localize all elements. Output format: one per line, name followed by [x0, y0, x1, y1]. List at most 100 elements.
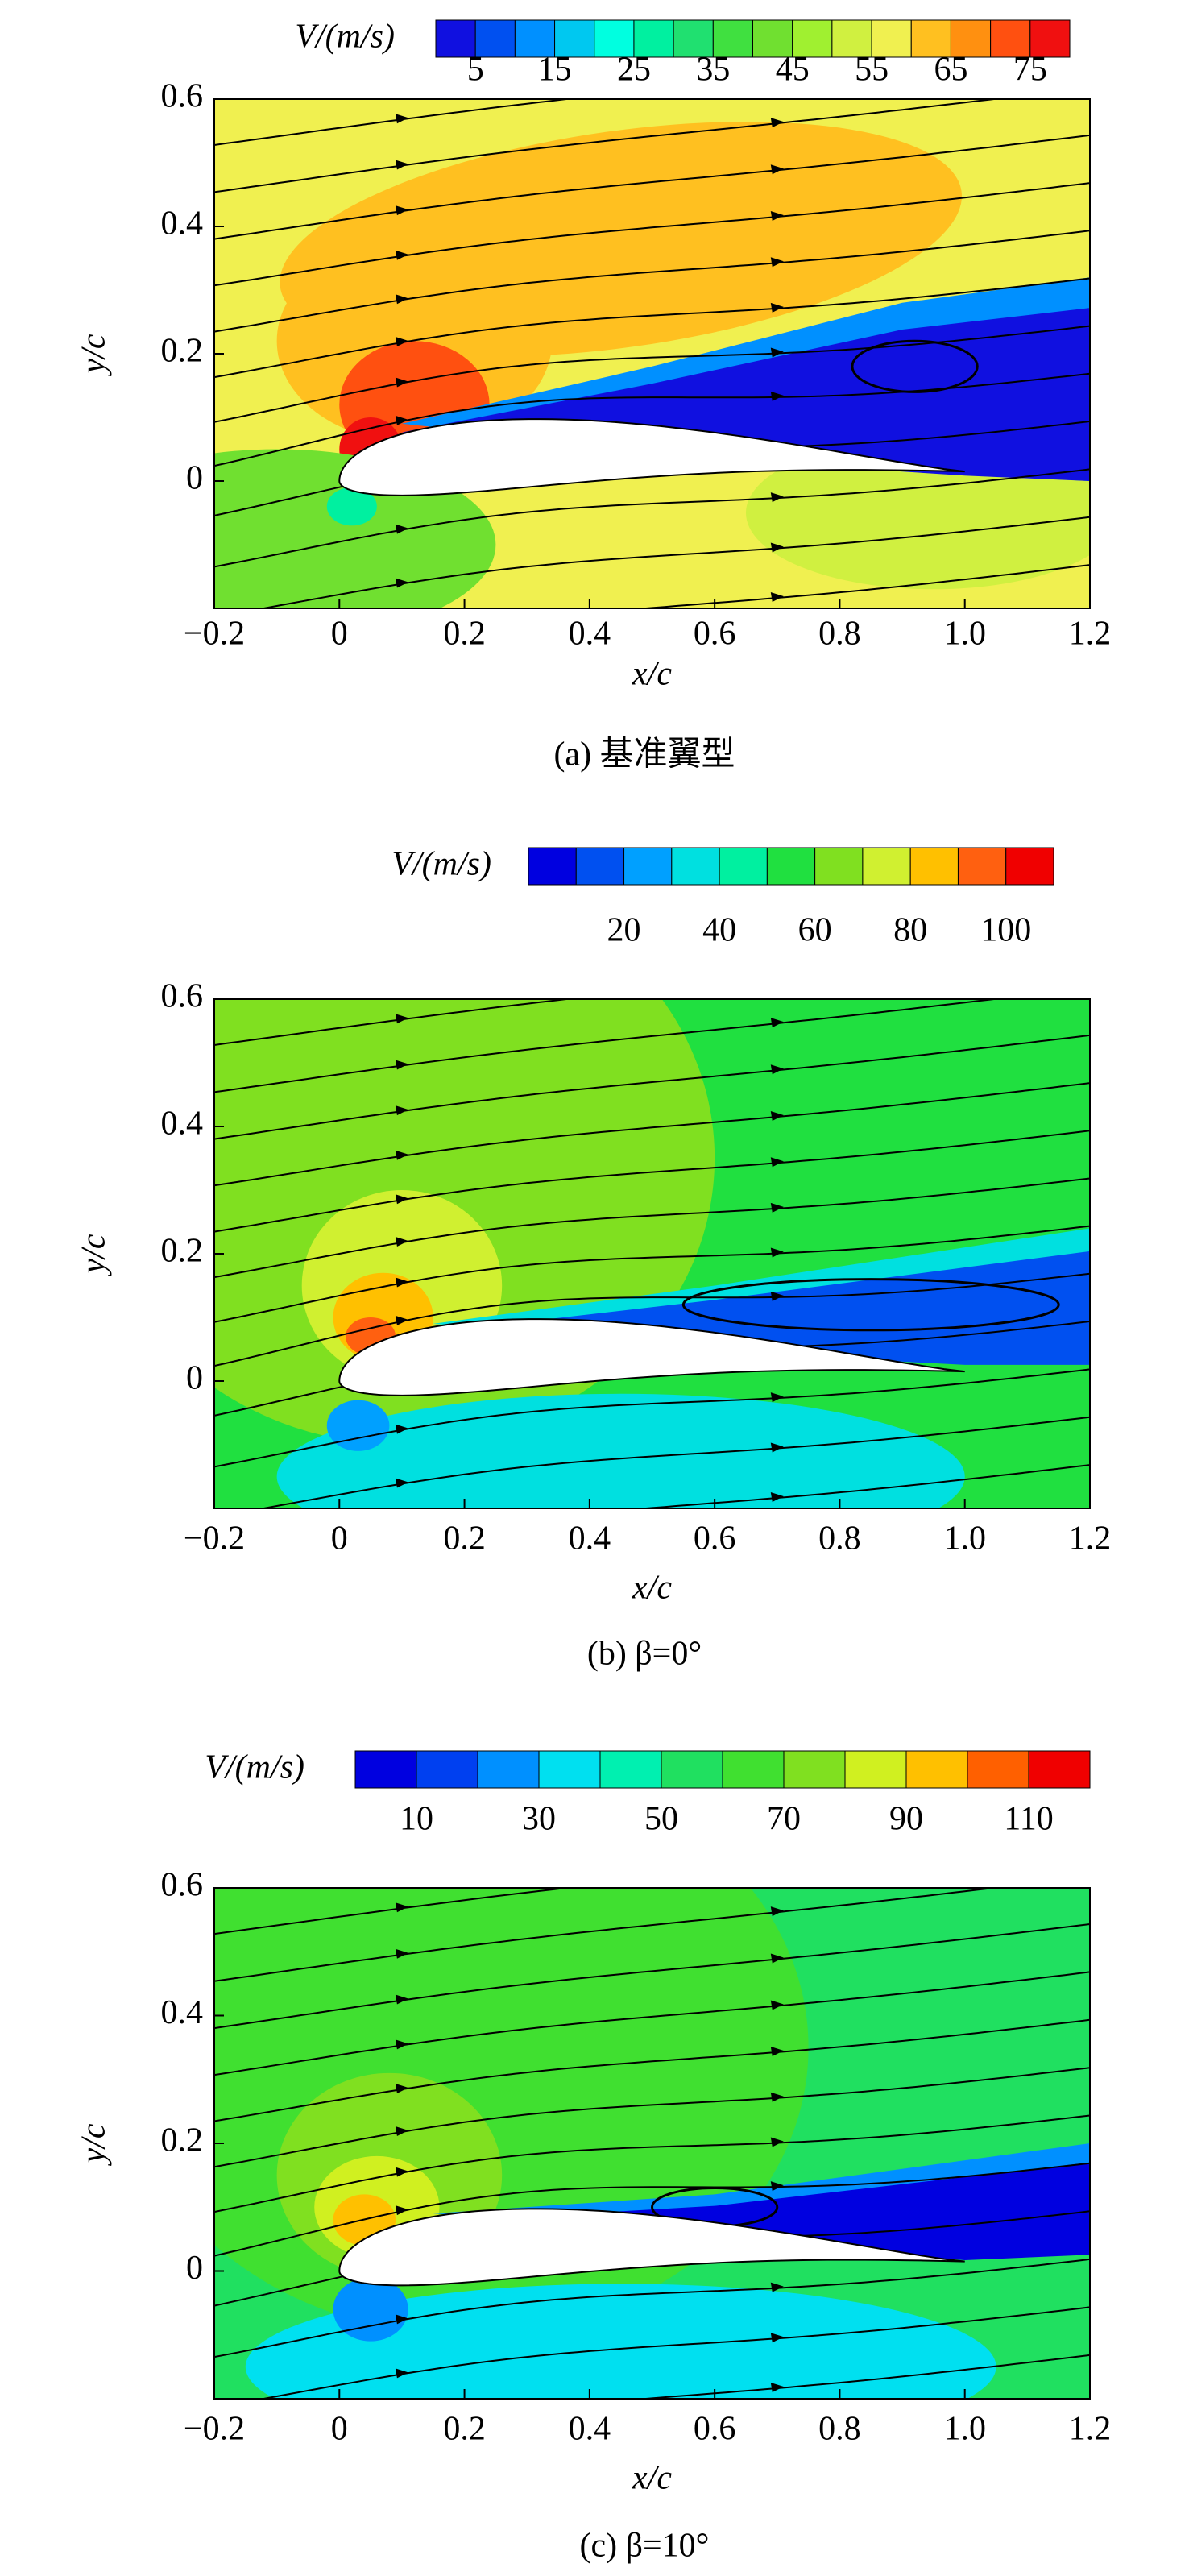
streamline-arrow — [395, 294, 408, 305]
streamline-arrow — [395, 578, 408, 588]
streamline-arrow — [770, 391, 784, 401]
streamline-arrow — [771, 691, 784, 700]
y-tick-label: 0.6 — [161, 978, 204, 1015]
y-axis-label: y/c — [76, 334, 113, 376]
colorbar-tick-label: 25 — [617, 52, 651, 89]
colorbar-label: V/(m/s) — [392, 846, 491, 883]
field-region — [245, 2284, 996, 2399]
streamline-arrow — [395, 377, 408, 388]
streamline-arrow — [396, 630, 408, 640]
streamline-arrow — [770, 2333, 784, 2343]
colorbar-tick-label: 20 — [607, 912, 641, 949]
streamline-arrow — [770, 1202, 784, 1213]
streamline — [214, 1888, 1000, 1982]
streamline-arrow — [770, 2181, 784, 2192]
streamline-arrow — [396, 967, 408, 977]
colorbar-swatch — [1005, 847, 1054, 886]
streamline-arrow — [395, 1060, 408, 1070]
streamline-arrow — [395, 524, 408, 534]
colorbar-swatch — [905, 1750, 968, 1789]
streamline-arrow — [771, 923, 784, 933]
streamline-arrow — [771, 1591, 784, 1600]
colorbar-swatch — [909, 847, 959, 886]
colorbar-tick-label: 110 — [1004, 1801, 1053, 1838]
streamline-arrow — [771, 971, 784, 981]
streamline-arrow — [396, 682, 408, 691]
y-tick-label: 0.4 — [161, 1994, 204, 2031]
colorbar-tick-label: 100 — [980, 912, 1031, 949]
streamline-arrow — [770, 492, 784, 503]
streamline — [214, 99, 574, 146]
streamline-arrow — [396, 1856, 408, 1865]
streamline-arrow — [395, 336, 408, 346]
colorbar-tick-label: 75 — [1013, 52, 1047, 89]
streamline-arrow — [395, 2039, 408, 2050]
streamline-arrow — [395, 1424, 408, 1434]
colorbar-swatch — [712, 19, 753, 58]
streamline-arrow — [395, 1277, 408, 1288]
streamline-arrow — [770, 592, 784, 603]
streamline — [214, 468, 1090, 568]
streamline — [214, 182, 1090, 287]
streamline-arrow — [395, 114, 408, 124]
colorbar-swatch — [844, 1750, 907, 1789]
colorbar-swatch — [950, 19, 992, 58]
colorbar-tick-label: 35 — [696, 52, 730, 89]
y-tick-label: 0.6 — [161, 1867, 204, 1904]
colorbar-swatch — [474, 19, 516, 58]
colorbar-swatch — [594, 19, 635, 58]
x-tick-label: 0.2 — [443, 616, 486, 653]
streamline — [214, 1225, 1090, 1323]
colorbar-swatch — [722, 1750, 785, 1789]
streamline — [214, 999, 574, 1046]
streamline — [214, 999, 1000, 1093]
streamline-arrow — [770, 2000, 784, 2010]
x-tick-label: 1.0 — [943, 1520, 986, 1558]
colorbar-tick-label: 60 — [798, 912, 832, 949]
x-tick-label: 0.2 — [443, 1520, 486, 1558]
x-axis-label: x/c — [632, 656, 672, 693]
airfoil — [338, 418, 965, 496]
streamline-arrow — [396, 1530, 408, 1540]
colorbar-tick-label: 30 — [522, 1801, 556, 1838]
contour-field — [214, 67, 1090, 700]
x-tick-label: 1.0 — [943, 2411, 986, 2448]
streamline-arrow — [395, 2167, 408, 2177]
streamline-arrow — [770, 302, 784, 313]
x-tick-label: 0.8 — [818, 1520, 861, 1558]
y-tick-label: 0.2 — [161, 1233, 204, 1270]
x-tick-label: 0 — [331, 616, 348, 653]
colorbar-swatch — [719, 847, 768, 886]
streamline — [214, 2114, 1090, 2213]
colorbar-swatch — [624, 847, 673, 886]
streamline — [214, 1971, 1090, 2076]
airfoil — [338, 2208, 965, 2287]
streamline-arrow — [770, 2137, 784, 2147]
colorbar-label: V/(m/s) — [205, 1749, 304, 1786]
colorbar-tick-label: 40 — [702, 912, 736, 949]
colorbar-swatch — [766, 847, 816, 886]
x-tick-label: 0.6 — [694, 616, 736, 653]
streamline-arrow — [771, 641, 784, 651]
streamline-arrow — [771, 1860, 784, 1869]
streamline-arrow — [770, 1392, 784, 1403]
streamline-arrow — [396, 67, 408, 77]
streamline-arrow — [770, 118, 784, 128]
colorbar-tick-label: 70 — [767, 1801, 801, 1838]
streamline — [214, 372, 1090, 467]
field-region — [326, 487, 377, 526]
colorbar-swatch — [1028, 1750, 1091, 1789]
streamline — [214, 1130, 1090, 1233]
streamline-arrow — [770, 1291, 784, 1301]
colorbar-swatch — [477, 1750, 540, 1789]
vortex-core — [682, 1278, 1060, 1332]
colorbar-swatch — [575, 847, 625, 886]
streamline — [259, 1416, 1090, 1508]
x-tick-label: 1.0 — [943, 616, 986, 653]
streamline-arrow — [395, 160, 408, 170]
colorbar-swatch — [871, 19, 912, 58]
streamline — [214, 277, 1090, 379]
streamline — [259, 516, 1090, 608]
streamline-arrow — [770, 2092, 784, 2102]
x-tick-label: 0.6 — [694, 2411, 736, 2448]
